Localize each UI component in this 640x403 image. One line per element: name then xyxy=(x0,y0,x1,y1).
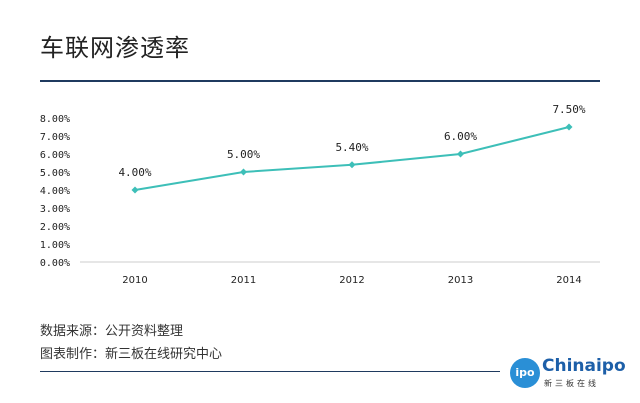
x-tick-label: 2014 xyxy=(556,275,581,286)
x-axis: 2010 2011 2012 2013 2014 xyxy=(122,275,581,286)
data-source-note: 数据来源：公开资料整理 xyxy=(40,324,184,339)
y-tick-label: 5.00% xyxy=(40,168,70,179)
y-tick-label: 0.00% xyxy=(40,258,70,269)
x-tick-label: 2013 xyxy=(448,275,473,286)
line-chart: 0.00% 1.00% 2.00% 3.00% 4.00% 5.00% 6.00% 7.00%… xyxy=(40,103,600,286)
y-axis: 0.00% 1.00% 2.00% 3.00% 4.00% 5.00% 6.00% 7.00%… xyxy=(40,114,70,269)
data-points xyxy=(131,123,573,194)
data-label: 5.00% xyxy=(227,148,260,161)
y-tick-label: 4.00% xyxy=(40,186,70,197)
data-point xyxy=(240,168,247,176)
data-label: 7.50% xyxy=(552,103,585,116)
data-point xyxy=(131,186,139,194)
x-tick-label: 2011 xyxy=(231,275,256,286)
chinaipo-logo: ipo Chinaipo 新三板在线 xyxy=(510,354,626,394)
data-point xyxy=(565,123,573,131)
y-tick-label: 7.00% xyxy=(40,132,70,143)
y-tick-label: 2.00% xyxy=(40,222,70,233)
y-tick-label: 3.00% xyxy=(40,204,70,215)
y-tick-label: 8.00% xyxy=(40,114,70,125)
y-tick-label: 6.00% xyxy=(40,150,70,161)
data-point xyxy=(348,161,356,169)
x-tick-label: 2012 xyxy=(339,275,364,286)
data-point xyxy=(457,150,464,158)
y-tick-label: 1.00% xyxy=(40,240,70,251)
series-line xyxy=(134,126,570,191)
logo-subtitle: 新三板在线 xyxy=(544,379,599,388)
footer-divider xyxy=(40,371,500,372)
logo-wordmark: Chinaipo xyxy=(542,356,626,376)
data-labels: 4.00% 5.00% 5.40% 6.00% 7.50% xyxy=(118,103,585,179)
x-tick-label: 2010 xyxy=(122,275,147,286)
logo-circle-icon: ipo xyxy=(510,358,540,388)
chart-producer-note: 图表制作：新三板在线研究中心 xyxy=(40,347,223,362)
data-label: 5.40% xyxy=(335,141,368,154)
chart-title: 车联网渗透率 xyxy=(40,34,190,62)
data-label: 6.00% xyxy=(444,130,477,143)
data-label: 4.00% xyxy=(118,166,151,179)
title-divider xyxy=(40,80,600,82)
